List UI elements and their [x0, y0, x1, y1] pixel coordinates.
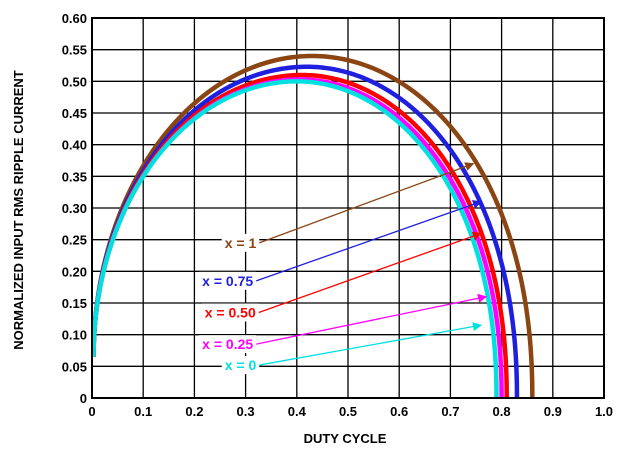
series-label: x = 0.75 — [202, 273, 253, 289]
series-label: x = 1 — [225, 235, 257, 251]
series-curve — [91, 77, 504, 399]
x-axis-label: DUTY CYCLE — [304, 431, 387, 446]
series-curve — [91, 72, 509, 399]
series-arrow — [259, 322, 483, 366]
y-tick-label: 0.30 — [62, 201, 87, 216]
x-tick-label: 0.5 — [339, 404, 357, 419]
x-tick-label: 0.2 — [185, 404, 203, 419]
y-tick-label: 0.55 — [62, 43, 87, 58]
y-axis-label: NORMALIZED INPUT RMS RIPPLE CURRENT — [11, 70, 26, 350]
y-tick-label: 0.05 — [62, 359, 87, 374]
x-tick-label: 0.9 — [544, 404, 562, 419]
series-label: x = 0 — [225, 357, 257, 373]
y-tick-label: 0 — [80, 391, 87, 406]
x-tick-label: 0.4 — [288, 404, 307, 419]
series-arrow — [258, 231, 482, 314]
x-tick-label: 0.8 — [493, 404, 511, 419]
series-arrow — [255, 200, 482, 282]
series-label-background — [201, 303, 259, 322]
y-tick-label: 0.15 — [62, 296, 87, 311]
x-tick-label: 0.7 — [441, 404, 459, 419]
x-tick-label: 0.1 — [134, 404, 152, 419]
series-annotations: x = 1 x = 0.75 x = 0.50 x = 0.25 x = 0 — [199, 162, 488, 375]
plot-frame — [91, 17, 605, 399]
y-tick-label: 0.50 — [62, 74, 87, 89]
x-tick-label: 0 — [88, 404, 95, 419]
y-tick-labels: 0 0.05 0.10 0.15 0.20 0.25 0.30 0.35 0.40 0.45 0.5… — [62, 11, 87, 406]
x-tick-label: 1.0 — [595, 404, 613, 419]
x-tick-label: 0.3 — [237, 404, 255, 419]
series-arrow — [256, 293, 488, 345]
x-tick-labels: 0 0.1 0.2 0.3 0.4 0.5 0.6 0.7 0.8 0.9 1.0 — [88, 404, 613, 419]
y-tick-label: 0.10 — [62, 328, 87, 343]
series-label-background — [199, 271, 257, 290]
series-curves — [91, 53, 535, 399]
y-tick-label: 0.35 — [62, 169, 87, 184]
y-tick-label: 0.45 — [62, 106, 87, 121]
series-arrow — [259, 162, 475, 244]
series-label-background — [221, 233, 260, 252]
series-curve — [91, 64, 520, 399]
series-label-background — [199, 335, 257, 354]
series-label-background — [221, 356, 260, 375]
series-curve — [91, 79, 499, 399]
y-tick-label: 0.20 — [62, 264, 87, 279]
series-label: x = 0.25 — [202, 336, 253, 352]
x-tick-label: 0.6 — [390, 404, 408, 419]
series-label: x = 0.50 — [205, 305, 256, 321]
y-tick-label: 0.60 — [62, 11, 87, 26]
plot-border — [91, 17, 605, 399]
grid-lines — [91, 17, 605, 399]
y-tick-label: 0.40 — [62, 138, 87, 153]
y-tick-label: 0.25 — [62, 233, 87, 248]
